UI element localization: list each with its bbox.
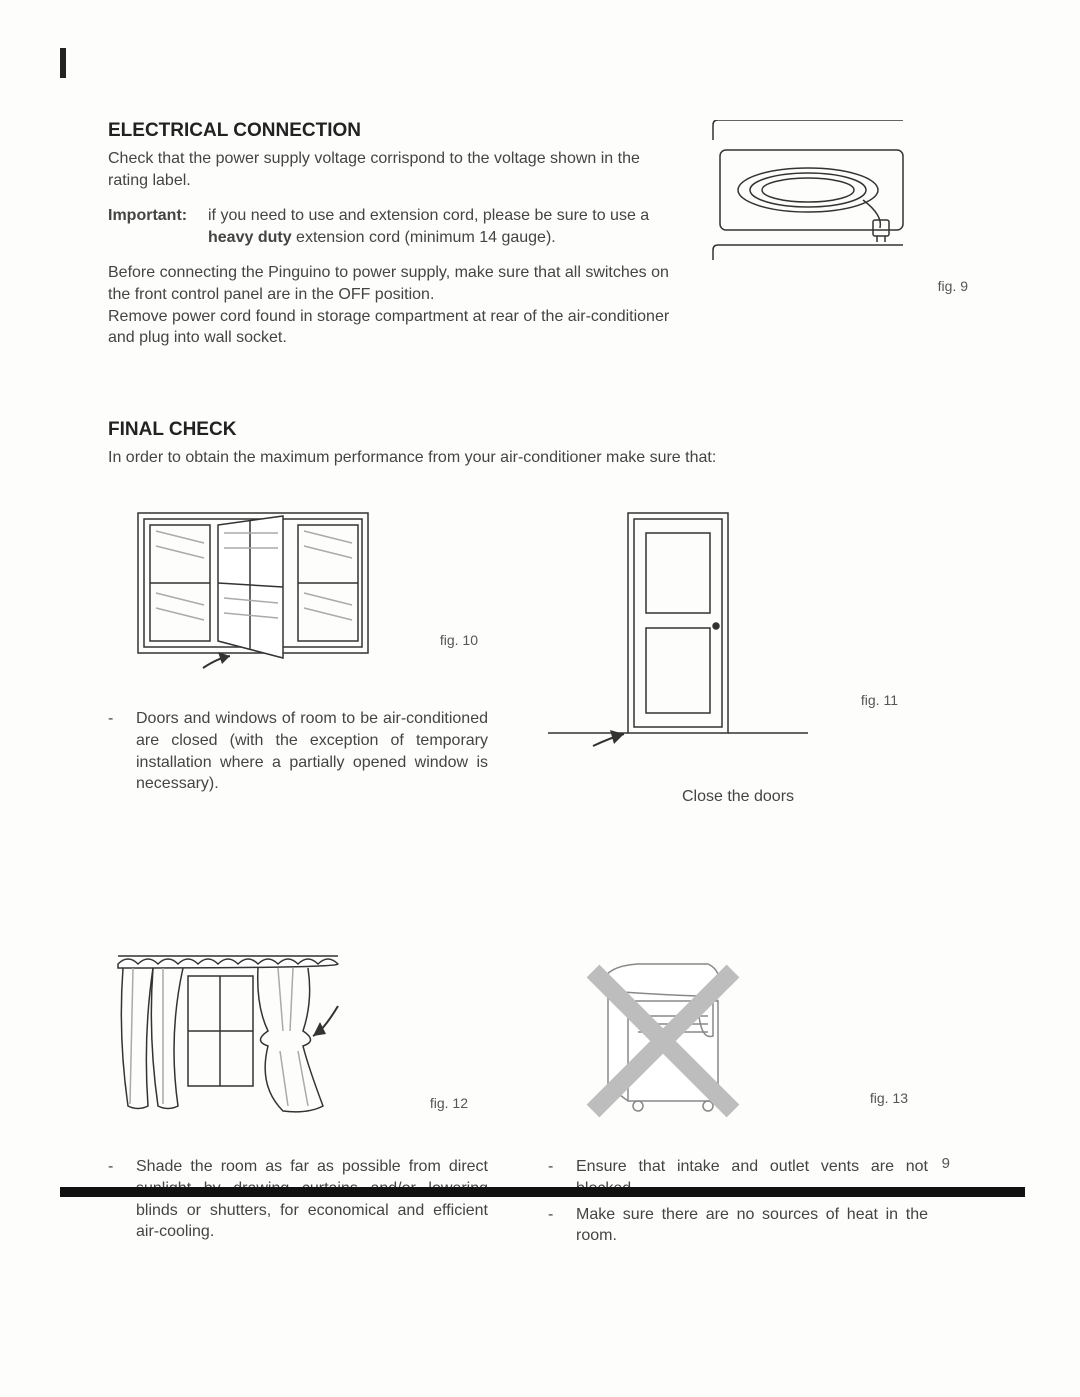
fig12-col: fig. 12 - Shade the room as far as possi… — [108, 946, 488, 1246]
figs-row-2: fig. 12 - Shade the room as far as possi… — [108, 946, 978, 1246]
important-note: Important: if you need to use and extens… — [108, 205, 678, 248]
fig13-illustration: fig. 13 — [548, 946, 928, 1126]
caption-close-doors: Close the doors — [548, 788, 928, 806]
bullet-windows-closed: - Doors and windows of room to be air-co… — [108, 708, 488, 794]
fig10-label: fig. 10 — [440, 632, 478, 648]
manual-page: ELECTRICAL CONNECTION Check that the pow… — [108, 120, 978, 1247]
bullet-heat: - Make sure there are no sources of heat… — [548, 1204, 928, 1247]
bullet-heat-text: Make sure there are no sources of heat i… — [576, 1204, 928, 1247]
section-electrical-text: ELECTRICAL CONNECTION Check that the pow… — [108, 120, 678, 349]
scan-artifact — [60, 48, 66, 78]
para-switches: Before connecting the Pinguino to power … — [108, 262, 678, 305]
bullet-dash: - — [108, 708, 136, 794]
section-electrical: ELECTRICAL CONNECTION Check that the pow… — [108, 120, 978, 349]
fig10-illustration: fig. 10 — [108, 508, 488, 678]
section-final-check: FINAL CHECK In order to obtain the maxim… — [108, 419, 978, 1247]
heading-final-check: FINAL CHECK — [108, 419, 978, 441]
figs-row-1: fig. 10 - Doors and windows of room to b… — [108, 508, 978, 806]
para-cord: Remove power cord found in storage compa… — [108, 306, 678, 349]
bottom-rule — [60, 1187, 1025, 1197]
important-bold: heavy duty — [208, 229, 292, 246]
page-number: 9 — [942, 1155, 950, 1172]
bullet-shade-text: Shade the room as far as possible from d… — [136, 1156, 488, 1242]
heading-electrical: ELECTRICAL CONNECTION — [108, 120, 678, 142]
para-voltage: Check that the power supply voltage corr… — [108, 148, 678, 191]
bullet-dash: - — [108, 1156, 136, 1242]
important-post: extension cord (minimum 14 gauge). — [292, 229, 556, 246]
bullet-dash: - — [548, 1204, 576, 1247]
fig9-illustration — [708, 120, 908, 270]
fig9-container: fig. 9 — [708, 120, 978, 349]
fig10-col: fig. 10 - Doors and windows of room to b… — [108, 508, 488, 806]
fig11-col: fig. 11 Close the doors — [548, 508, 928, 806]
important-text: if you need to use and extension cord, p… — [208, 205, 678, 248]
bullet-windows-text: Doors and windows of room to be air-cond… — [136, 708, 488, 794]
important-label: Important: — [108, 205, 208, 248]
fig11-illustration: fig. 11 — [548, 508, 928, 768]
bullets-right: - Ensure that intake and outlet vents ar… — [548, 1156, 928, 1246]
bullet-shade-room: - Shade the room as far as possible from… — [108, 1156, 488, 1242]
important-pre: if you need to use and extension cord, p… — [208, 207, 649, 224]
fig12-illustration: fig. 12 — [108, 946, 488, 1126]
fig13-col: fig. 13 - Ensure that intake and outlet … — [548, 946, 928, 1246]
fig13-label: fig. 13 — [870, 1090, 908, 1106]
fig11-label: fig. 11 — [861, 692, 898, 708]
final-check-intro: In order to obtain the maximum performan… — [108, 447, 978, 469]
fig9-label: fig. 9 — [708, 278, 978, 294]
fig12-label: fig. 12 — [430, 1095, 468, 1111]
